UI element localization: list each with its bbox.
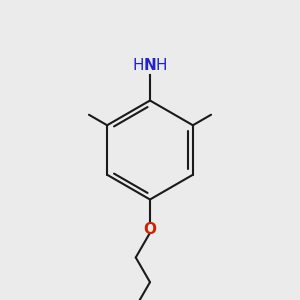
Text: H: H [133, 58, 144, 73]
Text: H: H [156, 58, 167, 73]
Text: N: N [144, 58, 156, 73]
Text: O: O [143, 222, 157, 237]
